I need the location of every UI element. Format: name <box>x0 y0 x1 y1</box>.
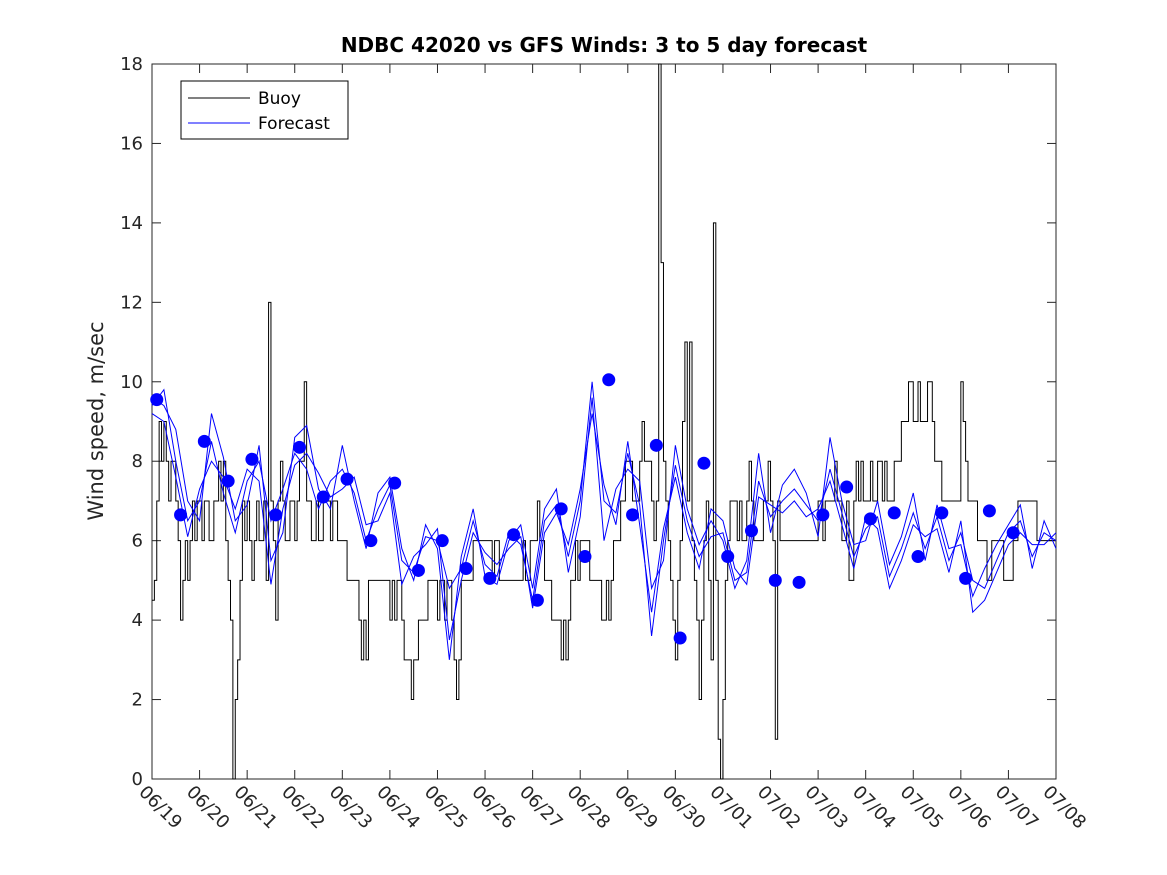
forecast-point <box>626 508 640 522</box>
forecast-point <box>649 438 663 452</box>
forecast-point <box>578 550 592 564</box>
forecast-point <box>150 393 164 407</box>
legend-box <box>180 80 349 140</box>
y-axis-label: Wind speed, m/sec <box>84 321 108 520</box>
x-tick-label: 07/06 <box>943 782 995 834</box>
forecast-point <box>411 563 425 577</box>
forecast-point <box>197 434 211 448</box>
forecast-point <box>792 575 806 589</box>
forecast-line-1 <box>151 381 1057 637</box>
forecast-point <box>935 506 949 520</box>
forecast-point <box>673 631 687 645</box>
x-tick-label: 06/24 <box>372 782 424 834</box>
x-tick-label: 06/20 <box>182 782 234 834</box>
x-tick-label: 06/19 <box>134 782 186 834</box>
forecast-point <box>364 534 378 548</box>
axes-box <box>151 63 1057 780</box>
x-tick-label: 06/25 <box>420 782 472 834</box>
x-tick-label: 07/04 <box>848 782 900 834</box>
forecast-point <box>602 373 616 387</box>
forecast-point <box>507 528 521 542</box>
forecast-point <box>316 490 330 504</box>
forecast-point <box>459 561 473 575</box>
y-tick-label: 18 <box>120 54 143 75</box>
forecast-point <box>887 506 901 520</box>
y-tick-label: 16 <box>120 133 143 154</box>
y-tick-label: 4 <box>132 610 143 631</box>
y-tick-label: 8 <box>132 451 143 472</box>
x-tick-label: 06/26 <box>468 782 520 834</box>
forecast-point <box>721 550 735 564</box>
x-tick-label: 06/29 <box>610 782 662 834</box>
y-tick-label: 0 <box>132 769 143 790</box>
x-tick-label: 07/01 <box>705 782 757 834</box>
x-tick-label: 06/28 <box>563 782 615 834</box>
x-tick-label: 07/05 <box>896 782 948 834</box>
forecast-point <box>744 524 758 538</box>
forecast-point <box>911 550 925 564</box>
forecast-point <box>483 571 497 585</box>
x-tick-label: 07/08 <box>1038 782 1090 834</box>
forecast-point <box>435 534 449 548</box>
forecast-point <box>816 508 830 522</box>
forecast-line-2 <box>151 397 1057 660</box>
forecast-point <box>1006 526 1020 540</box>
forecast-point <box>768 573 782 587</box>
legend-label-forecast: Forecast <box>258 114 330 134</box>
forecast-point <box>174 508 188 522</box>
plot-area: 0 2 4 6 8 10 12 14 16 18 06/1906/2006/2106/2206/23… <box>120 54 1090 833</box>
forecast-point <box>388 476 402 490</box>
y-tick-label: 2 <box>132 690 143 711</box>
y-tick-label: 14 <box>120 213 143 234</box>
x-tick-label: 06/27 <box>515 782 567 834</box>
forecast-point <box>340 472 354 486</box>
chart-title: NDBC 42020 vs GFS Winds: 3 to 5 day fore… <box>341 33 868 57</box>
x-tick-label: 07/02 <box>753 782 805 834</box>
forecast-point <box>982 504 996 518</box>
x-tick-label: 07/07 <box>991 782 1043 834</box>
forecast-point <box>863 512 877 526</box>
forecast-point <box>697 456 711 470</box>
x-tick-label: 06/30 <box>658 782 710 834</box>
buoy-line <box>152 63 1056 780</box>
forecast-point <box>221 474 235 488</box>
y-tick-label: 12 <box>120 292 143 313</box>
forecast-point <box>530 593 544 607</box>
legend-label-buoy: Buoy <box>258 89 301 109</box>
x-tick-label: 06/23 <box>325 782 377 834</box>
y-tick-label: 6 <box>132 531 143 552</box>
forecast-point <box>959 571 973 585</box>
x-tick-label: 07/03 <box>801 782 853 834</box>
forecast-point <box>840 480 854 494</box>
forecast-point <box>292 440 306 454</box>
forecast-line-3 <box>151 413 1057 641</box>
legend: Buoy Forecast <box>180 80 349 140</box>
x-tick-label: 06/22 <box>277 782 329 834</box>
forecast-point <box>245 452 259 466</box>
x-tick-label: 06/21 <box>230 782 282 834</box>
forecast-point <box>554 502 568 516</box>
forecast-point <box>269 508 283 522</box>
y-tick-label: 10 <box>120 372 143 393</box>
